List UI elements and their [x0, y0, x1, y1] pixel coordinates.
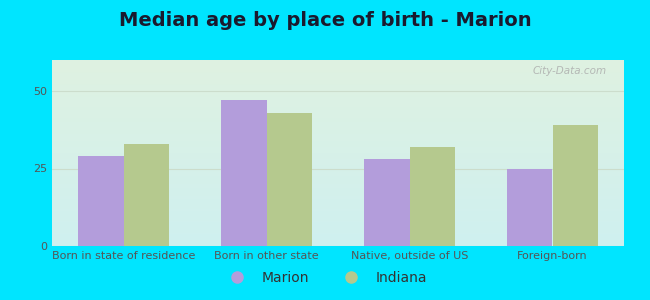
Bar	[410, 147, 455, 246]
Bar	[266, 113, 312, 246]
Text: City-Data.com: City-Data.com	[533, 66, 607, 76]
Bar	[364, 159, 410, 246]
Bar	[124, 144, 169, 246]
Legend: Marion, Indiana: Marion, Indiana	[217, 265, 433, 290]
Bar	[552, 125, 598, 246]
Bar	[78, 156, 124, 246]
Bar	[221, 100, 266, 246]
Text: Median age by place of birth - Marion: Median age by place of birth - Marion	[119, 11, 531, 31]
Bar	[507, 169, 552, 246]
